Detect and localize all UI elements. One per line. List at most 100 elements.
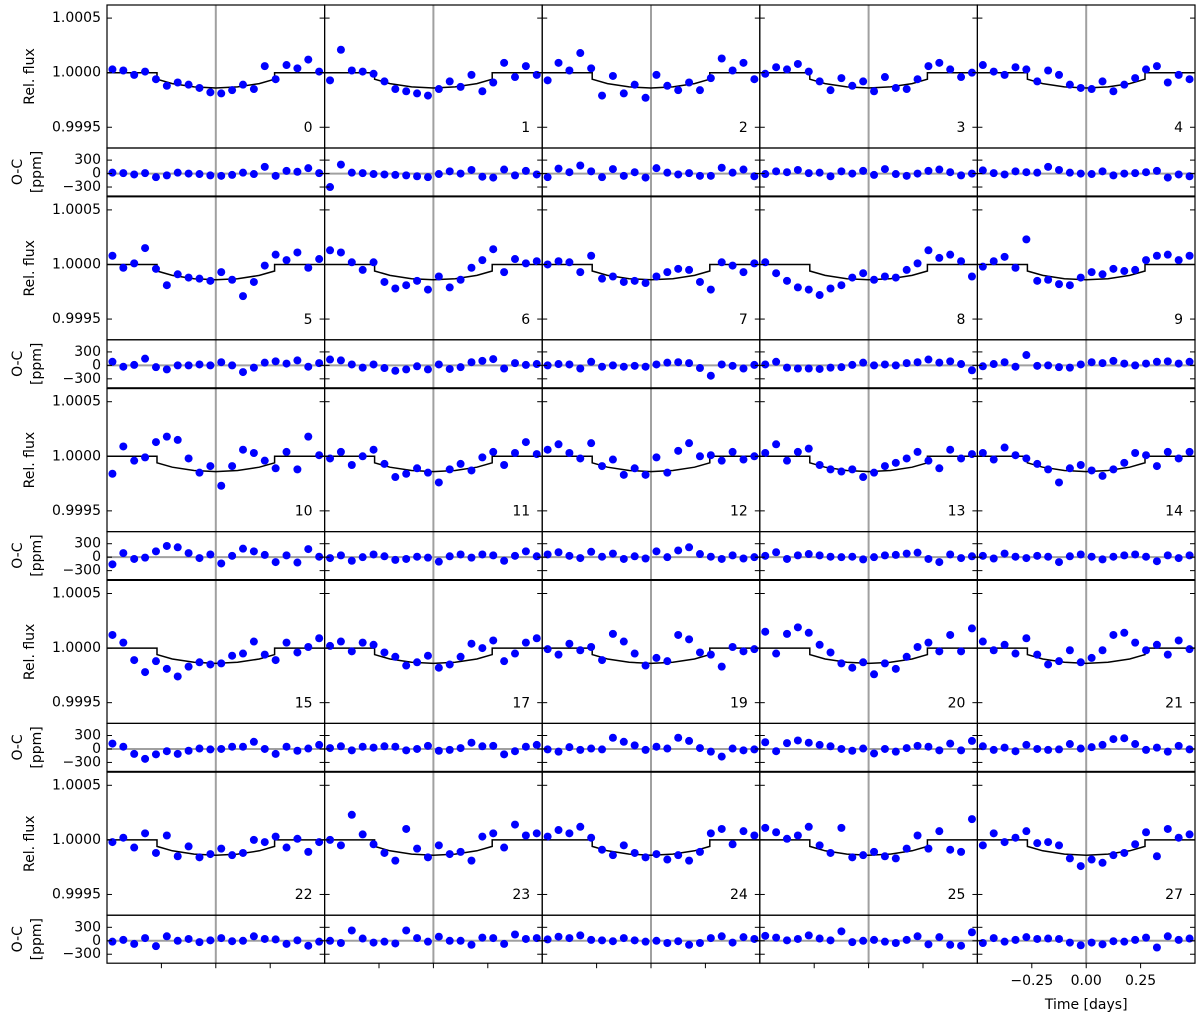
residual-point: [630, 168, 639, 177]
residual-point: [532, 552, 541, 561]
flux-point: [141, 829, 150, 838]
flux-point: [217, 268, 226, 277]
residual-point: [739, 364, 748, 373]
flux-point: [685, 265, 694, 274]
flux-point: [924, 62, 933, 71]
flux-point: [859, 77, 868, 86]
transit-model: [107, 839, 325, 856]
residual-point: [783, 554, 791, 563]
residual-point: [1174, 741, 1183, 750]
residual-point: [423, 365, 432, 374]
flux-point: [783, 834, 791, 843]
residual-point: [402, 926, 411, 935]
residual-point: [1185, 934, 1194, 943]
residual-point: [130, 554, 139, 563]
residual-point: [141, 169, 150, 178]
flux-point: [206, 660, 215, 669]
flux-point: [804, 67, 813, 76]
residual-point: [663, 553, 672, 562]
residual-point: [935, 358, 944, 367]
flux-point: [434, 85, 443, 94]
flux-point: [772, 828, 781, 837]
residual-point: [935, 558, 944, 567]
flux-point: [761, 823, 770, 832]
residual-point: [391, 555, 400, 564]
flux-point: [902, 844, 911, 853]
flux-point: [880, 73, 889, 82]
oc-axis-label: O-C: [10, 159, 26, 185]
residual-point: [630, 361, 639, 370]
flux-point: [304, 432, 313, 441]
flux-point: [1055, 478, 1063, 487]
residual-point: [347, 556, 356, 565]
flux-point: [315, 67, 324, 76]
flux-point: [804, 628, 813, 637]
residual-point: [1087, 170, 1096, 179]
flux-point: [1185, 645, 1194, 654]
panel: 11: [324, 388, 543, 581]
residual-point: [870, 749, 879, 758]
residual-point: [315, 740, 324, 749]
flux-point: [859, 269, 868, 278]
residual-point: [173, 543, 182, 552]
flux-point: [695, 648, 704, 657]
flux-point: [750, 645, 759, 654]
flux-point: [1152, 852, 1161, 861]
residual-point: [587, 167, 596, 176]
flux-point: [1109, 465, 1118, 474]
flux-point: [282, 61, 291, 70]
residual-point: [1098, 555, 1107, 564]
y-tick-label: 1.0000: [52, 256, 101, 272]
flux-point: [967, 68, 976, 77]
flux-point: [151, 75, 160, 84]
transit-model: [324, 455, 543, 473]
flux-point: [706, 451, 715, 460]
residual-point: [859, 936, 868, 945]
residual-point: [728, 744, 737, 753]
flux-point: [739, 268, 748, 277]
flux-point: [1131, 449, 1140, 458]
residual-point: [1163, 357, 1172, 366]
x-tick-label: 0.25: [1125, 973, 1156, 989]
residual-point: [1076, 360, 1085, 369]
residual-point: [1044, 934, 1053, 943]
residual-point: [1098, 167, 1107, 176]
flux-point: [413, 276, 422, 285]
flux-point: [500, 657, 509, 666]
flux-point: [239, 445, 247, 454]
oc-frame: [976, 339, 1196, 389]
flux-point: [554, 440, 563, 449]
residual-point: [260, 550, 269, 559]
flux-point: [1185, 251, 1194, 260]
y-tick-label: 0.9995: [52, 695, 101, 711]
residual-point: [304, 164, 313, 173]
residual-point: [1152, 166, 1161, 175]
residual-point: [184, 549, 193, 558]
residual-point: [369, 938, 378, 947]
flux-point: [652, 70, 661, 79]
residual-point: [1087, 938, 1096, 947]
flux-point: [783, 276, 791, 285]
flux-point: [380, 648, 389, 657]
residual-point: [967, 736, 976, 745]
residual-point: [260, 744, 269, 753]
residual-point: [391, 170, 400, 179]
residual-point: [978, 166, 987, 175]
flux-point: [913, 259, 922, 268]
flux-point: [717, 456, 726, 465]
flux-point: [608, 629, 617, 638]
flux-point: [1098, 646, 1107, 655]
flux-point: [619, 277, 628, 286]
flux-point: [913, 831, 922, 840]
residual-point: [815, 551, 824, 560]
flux-point: [130, 456, 139, 465]
flux-point: [402, 469, 411, 478]
residual-point: [902, 549, 911, 558]
panel: 23: [324, 771, 543, 969]
flux-point: [935, 58, 944, 67]
flux-point: [978, 61, 987, 70]
panel-label: 1: [521, 120, 530, 136]
residual-point: [804, 169, 813, 178]
